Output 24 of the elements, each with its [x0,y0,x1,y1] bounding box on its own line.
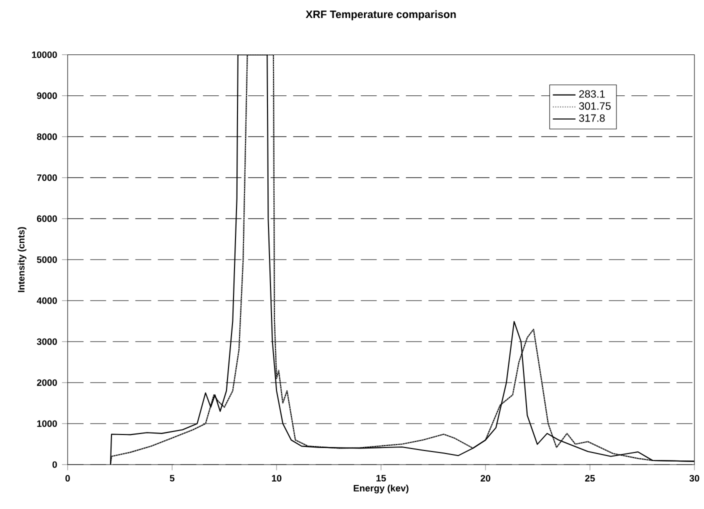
y-tick-label: 4000 [36,297,57,304]
y-axis-title: Intensity (cnts) [18,226,26,292]
y-tick-label: 2000 [36,379,57,386]
legend-label: 301.75 [579,102,611,110]
y-tick-label: 8000 [36,133,57,140]
x-tick-label: 20 [480,474,490,482]
y-tick-label: 10000 [32,51,57,58]
x-tick-label: 0 [65,474,70,482]
legend-label: 283.1 [579,90,605,98]
x-tick-label: 5 [170,474,174,482]
y-tick-label: 6000 [36,215,57,222]
x-tick-label: 10 [272,474,282,482]
y-tick-label: 9000 [36,92,57,99]
y-tick-label: 5000 [36,256,57,263]
y-tick-label: 1000 [37,420,57,427]
chart-title: XRF Temperature comparison [306,10,456,20]
y-tick-label: 0 [52,461,57,468]
x-tick-label: 25 [585,474,595,482]
y-tick-label: 7000 [37,174,57,181]
y-tick-label: 3000 [36,338,57,345]
x-tick-label: 15 [376,474,386,482]
x-axis-title: Energy (kev) [354,484,408,494]
x-tick-label: 30 [689,474,700,482]
legend-label: 317.8 [579,114,605,122]
